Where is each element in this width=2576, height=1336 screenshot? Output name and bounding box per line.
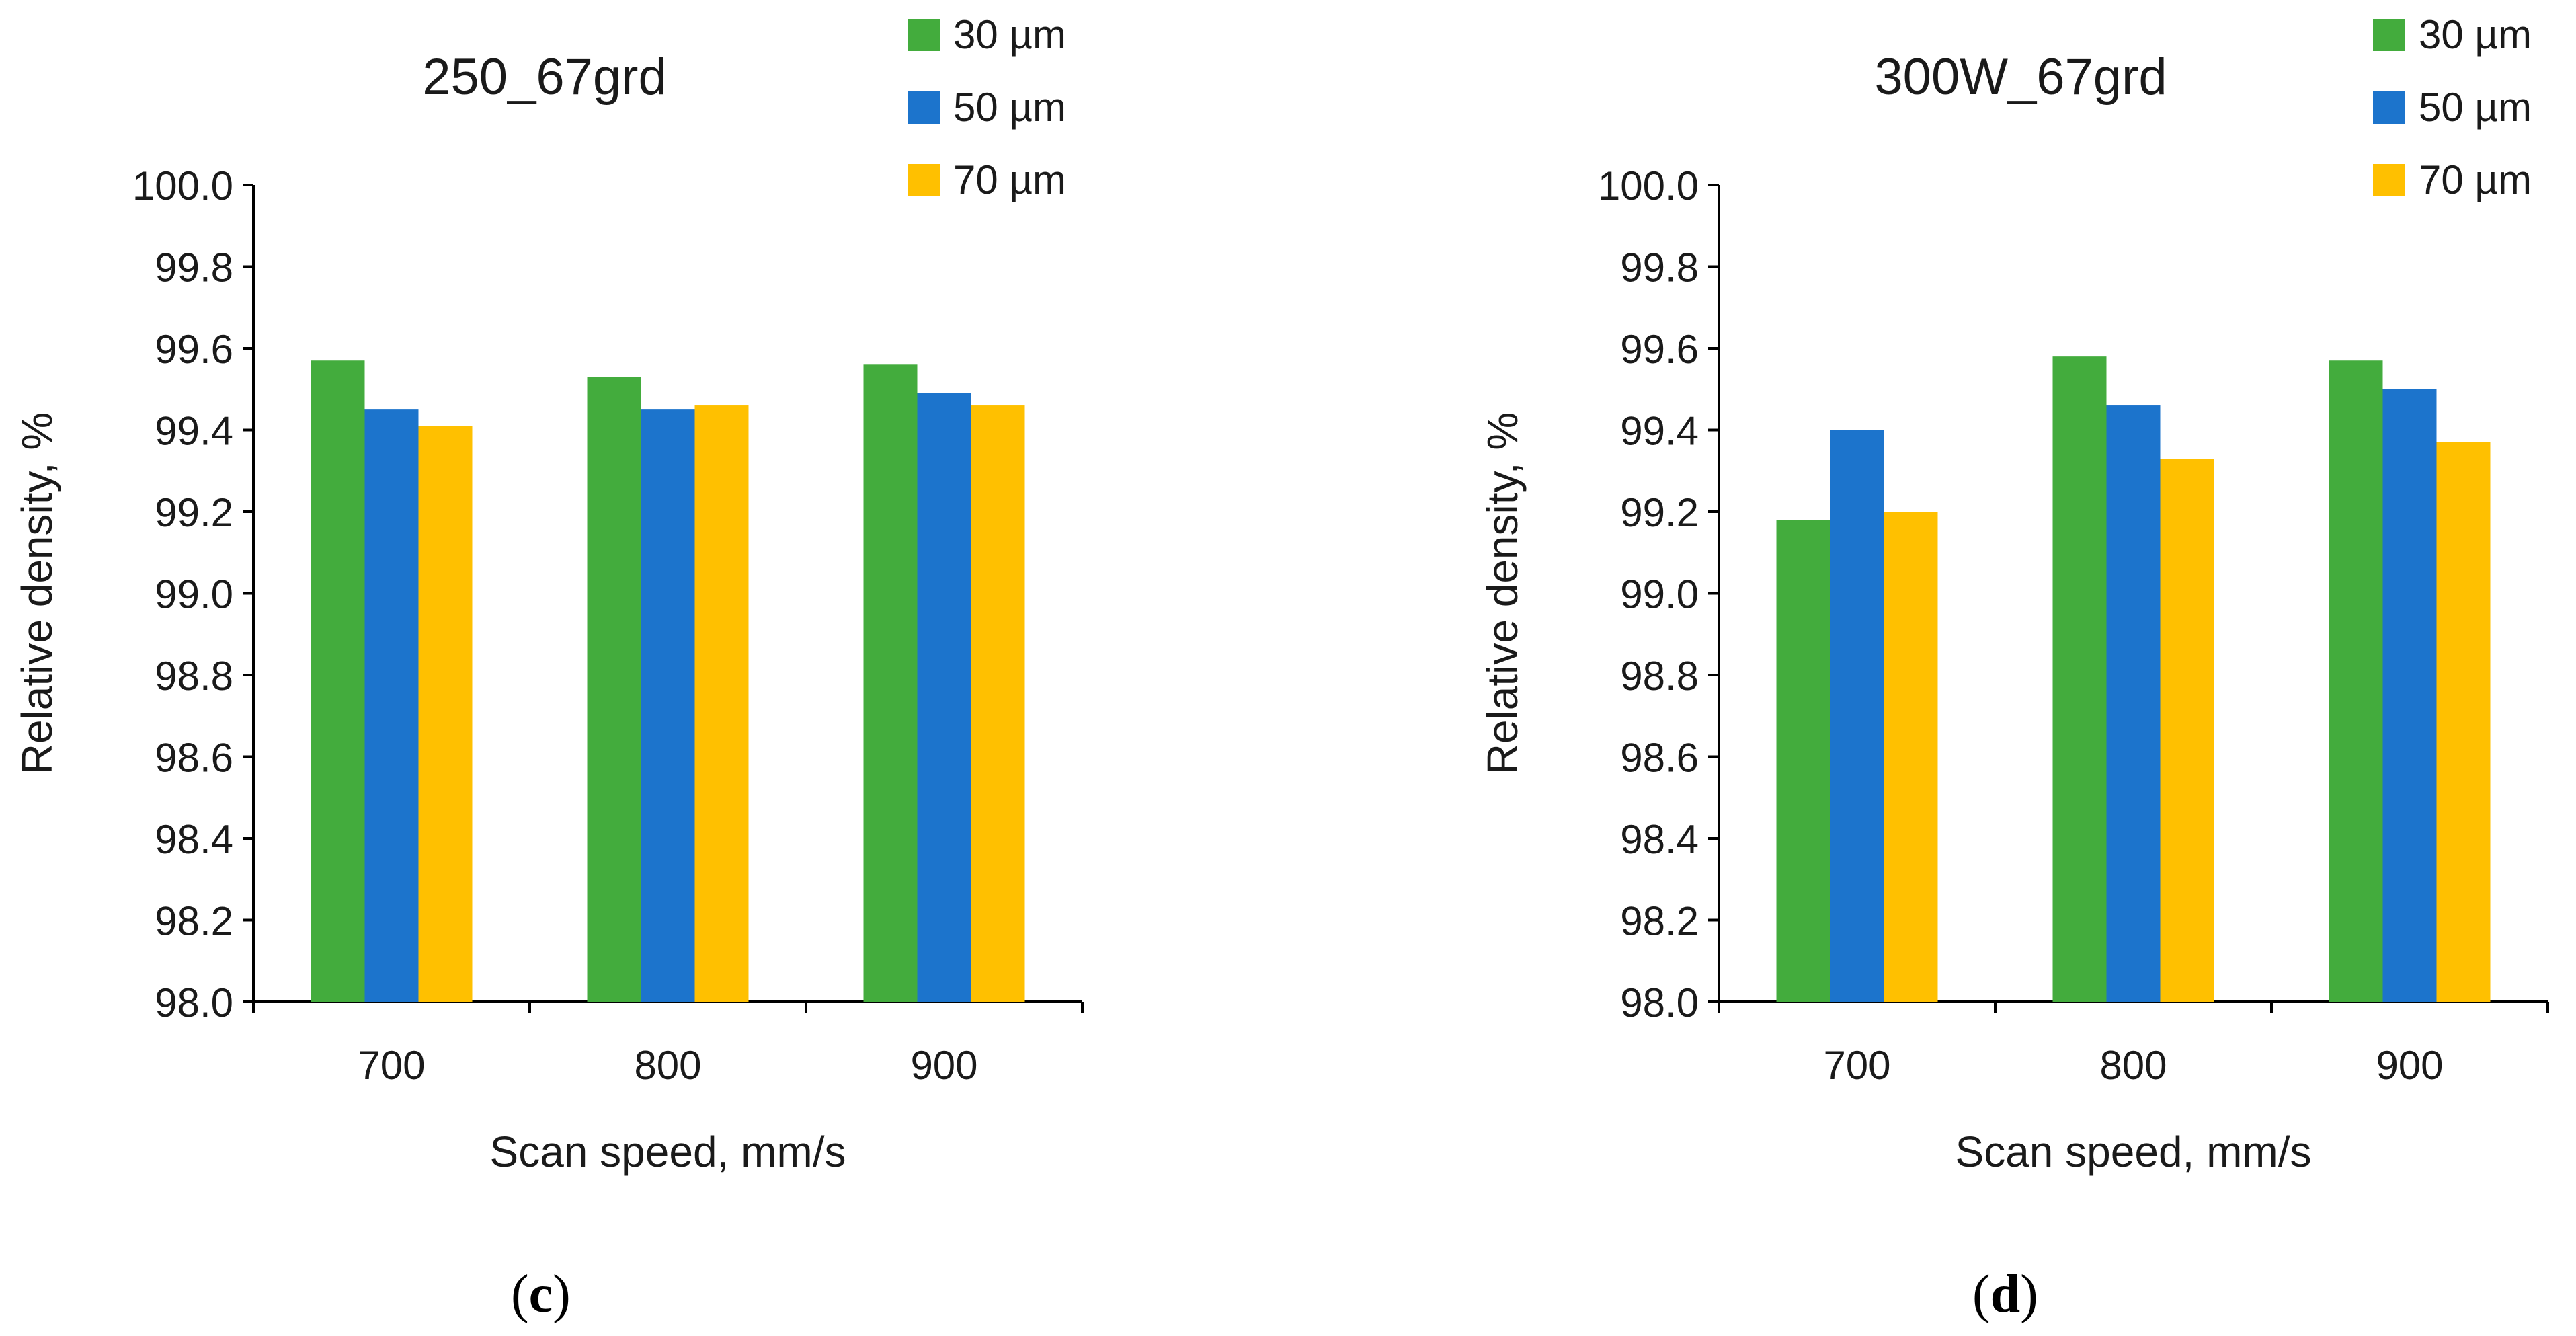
legend-swatch-1 xyxy=(908,19,940,51)
y-tick-label: 98.2 xyxy=(1620,899,1699,944)
chart-title: 250_67grd xyxy=(422,48,666,106)
legend-swatch-2 xyxy=(908,91,940,124)
bar-700-series-1 xyxy=(311,360,365,1002)
x-axis-label: Scan speed, mm/s xyxy=(490,1128,846,1176)
y-tick-label: 99.0 xyxy=(155,572,233,617)
legend-swatch-2 xyxy=(2373,91,2405,124)
legend-swatch-3 xyxy=(2373,164,2405,196)
bar-700-series-2 xyxy=(1830,430,1884,1002)
y-tick-label: 100.0 xyxy=(1598,163,1699,208)
x-tick-label: 900 xyxy=(2376,1043,2443,1088)
chart-panel-c: 250_67grd Relative density, % 98.0 98.2 98.4… xyxy=(13,12,1084,1176)
y-tick-label: 99.8 xyxy=(1620,245,1699,290)
y-tick-label: 99.2 xyxy=(1620,490,1699,535)
y-axis-label: Relative density, % xyxy=(13,412,61,775)
x-tick-label: 800 xyxy=(2099,1043,2167,1088)
legend-label-1: 30 µm xyxy=(953,12,1066,57)
legend-swatch-3 xyxy=(908,164,940,196)
panel-label-d: (d) xyxy=(1972,1265,2038,1324)
bar-800-series-2 xyxy=(641,409,695,1002)
y-tick-label: 98.8 xyxy=(155,654,233,699)
y-tick-label: 99.4 xyxy=(155,409,233,454)
y-tick-label: 98.4 xyxy=(155,817,233,862)
bar-800-series-1 xyxy=(2052,356,2107,1002)
bar-800-series-1 xyxy=(587,377,641,1002)
y-tick-label: 98.6 xyxy=(1620,736,1699,781)
legend-label-3: 70 µm xyxy=(953,157,1066,202)
y-tick-label: 100.0 xyxy=(132,163,233,208)
y-tick-label: 99.4 xyxy=(1620,409,1699,454)
y-tick-label: 99.8 xyxy=(155,245,233,290)
y-tick-label: 99.6 xyxy=(155,327,233,372)
bar-800-series-2 xyxy=(2106,405,2161,1002)
x-tick-label: 900 xyxy=(910,1043,977,1088)
chart-panel-d: 300W_67grd Relative density, % 98.0 98.2 98.… xyxy=(1478,12,2549,1176)
x-tick-label: 800 xyxy=(634,1043,701,1088)
x-axis-label: Scan speed, mm/s xyxy=(1956,1128,2312,1176)
bar-900-series-1 xyxy=(863,364,918,1002)
bar-900-series-2 xyxy=(917,393,971,1002)
y-tick-label: 99.2 xyxy=(155,490,233,535)
legend-label-3: 70 µm xyxy=(2419,157,2532,202)
bar-900-series-3 xyxy=(971,405,1025,1002)
bar-900-series-1 xyxy=(2329,360,2383,1002)
y-tick-label: 99.0 xyxy=(1620,572,1699,617)
panel-label-c-letter: c xyxy=(528,1265,553,1324)
y-tick-label: 98.6 xyxy=(155,736,233,781)
legend-swatch-1 xyxy=(2373,19,2405,51)
panel-label-d-letter: d xyxy=(1990,1265,2021,1324)
x-tick-label: 700 xyxy=(358,1043,425,1088)
legend-label-1: 30 µm xyxy=(2419,12,2532,57)
x-tick-label: 700 xyxy=(1823,1043,1890,1088)
y-axis-label: Relative density, % xyxy=(1478,412,1527,775)
y-tick-label: 98.0 xyxy=(1620,980,1699,1025)
panel-label-c: (c) xyxy=(511,1265,571,1324)
bar-900-series-2 xyxy=(2382,389,2437,1002)
legend-label-2: 50 µm xyxy=(953,85,1066,130)
bar-700-series-3 xyxy=(1884,512,1938,1002)
legend-label-2: 50 µm xyxy=(2419,85,2532,130)
bar-700-series-1 xyxy=(1776,520,1830,1002)
y-tick-label: 99.6 xyxy=(1620,327,1699,372)
bar-700-series-3 xyxy=(418,426,473,1002)
y-tick-label: 98.0 xyxy=(155,980,233,1025)
bar-800-series-3 xyxy=(2160,459,2214,1002)
y-tick-label: 98.2 xyxy=(155,899,233,944)
y-tick-label: 98.4 xyxy=(1620,817,1699,862)
y-tick-label: 98.8 xyxy=(1620,654,1699,699)
bar-900-series-3 xyxy=(2436,442,2491,1002)
bar-800-series-3 xyxy=(694,405,749,1002)
chart-title: 300W_67grd xyxy=(1874,48,2167,106)
bar-700-series-2 xyxy=(364,409,419,1002)
